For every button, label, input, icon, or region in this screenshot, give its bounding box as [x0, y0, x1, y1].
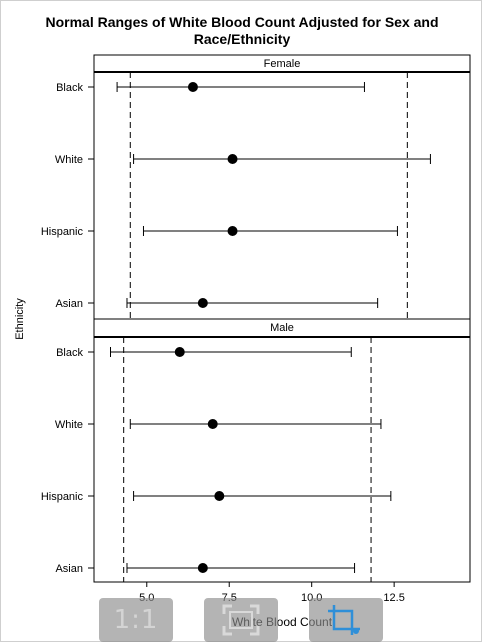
chart-title: Normal Ranges of White Blood Count Adjus…	[45, 14, 438, 30]
panel-label: Male	[270, 322, 294, 334]
category-label: Black	[56, 347, 83, 359]
point-estimate	[227, 226, 238, 236]
x-tick-label: 12.5	[383, 592, 404, 604]
point-estimate	[187, 82, 198, 92]
category-label: Asian	[55, 298, 83, 310]
fit-screen-button[interactable]	[204, 598, 278, 642]
category-label: White	[55, 154, 83, 166]
crop-icon	[328, 605, 360, 635]
category-label: Asian	[55, 563, 83, 575]
point-estimate	[214, 491, 225, 501]
y-axis-label: Ethnicity	[14, 298, 26, 340]
point-estimate	[227, 154, 238, 164]
category-label: Black	[56, 82, 83, 94]
point-estimate	[197, 563, 208, 573]
crop-button[interactable]	[309, 598, 383, 642]
panel-label: Female	[264, 58, 301, 70]
actual-size-button[interactable]: 1:1	[99, 598, 173, 642]
point-estimate	[207, 419, 218, 429]
category-label: Hispanic	[41, 226, 84, 238]
actual-size-label: 1:1	[113, 605, 159, 635]
point-estimate	[197, 298, 208, 308]
point-estimate	[174, 347, 185, 357]
fit-screen-icon	[222, 604, 260, 636]
category-label: White	[55, 419, 83, 431]
category-label: Hispanic	[41, 491, 84, 503]
chart-title: Race/Ethnicity	[194, 31, 291, 47]
